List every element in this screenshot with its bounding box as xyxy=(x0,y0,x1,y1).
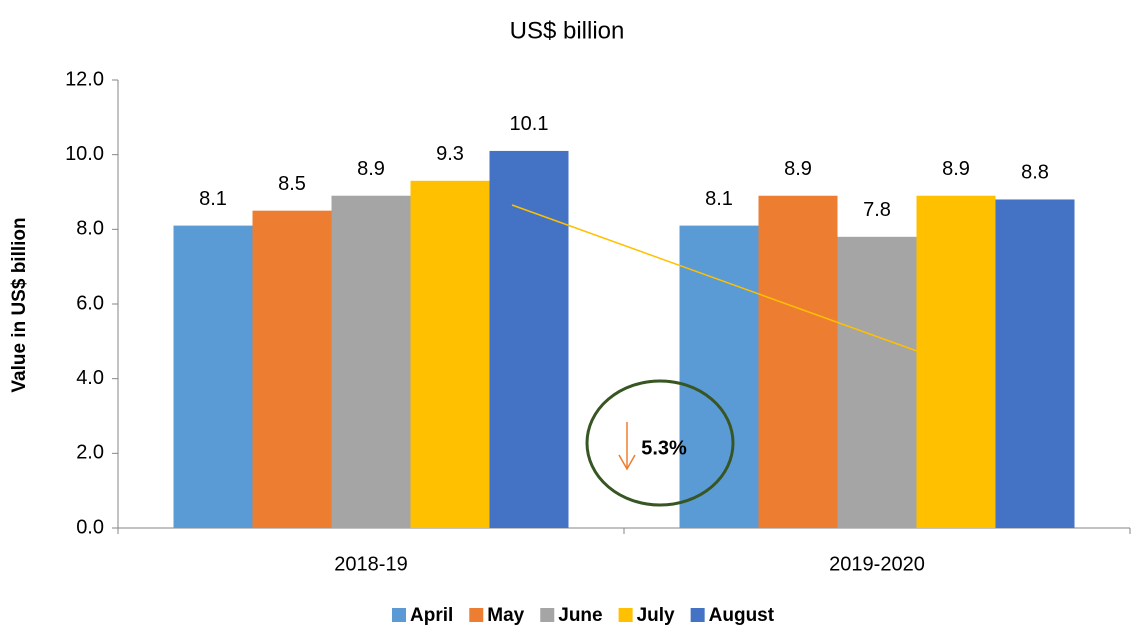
y-tick-label: 2.0 xyxy=(76,442,104,464)
legend-swatch xyxy=(469,608,484,622)
trend-line xyxy=(511,204,929,356)
legend-label: May xyxy=(487,605,524,626)
legend-label: June xyxy=(558,605,602,626)
y-tick-label: 8.0 xyxy=(76,218,104,240)
bar xyxy=(173,225,253,528)
legend-label: August xyxy=(709,605,775,626)
x-tick-label: 2019-2020 xyxy=(829,553,925,575)
y-tick-label: 0.0 xyxy=(76,516,104,538)
legend-swatch xyxy=(618,608,633,622)
bar xyxy=(995,199,1075,528)
y-tick-label: 4.0 xyxy=(76,367,104,389)
x-tick-label: 2018-19 xyxy=(334,553,407,575)
value-label: 7.8 xyxy=(863,199,891,221)
bar xyxy=(252,210,332,528)
legend-label: July xyxy=(637,605,675,626)
legend-label: April xyxy=(410,605,453,626)
down-arrow-head xyxy=(618,454,636,471)
value-label: 8.8 xyxy=(1021,162,1049,184)
bar xyxy=(916,195,996,528)
value-label: 8.9 xyxy=(357,158,385,180)
value-label: 8.1 xyxy=(199,188,227,210)
value-label: 8.5 xyxy=(278,173,306,195)
bar xyxy=(758,195,838,528)
highlight-circle xyxy=(585,379,735,507)
bar xyxy=(489,150,569,528)
legend-swatch xyxy=(540,608,555,622)
chart-subtitle: US$ billion xyxy=(510,17,625,44)
y-tick-label: 6.0 xyxy=(76,292,104,314)
value-label: 8.9 xyxy=(784,158,812,180)
y-tick-label: 12.0 xyxy=(65,68,104,90)
bar xyxy=(837,236,917,529)
value-label: 8.1 xyxy=(705,188,733,210)
bar xyxy=(679,225,759,528)
annotation: 5.3% xyxy=(641,437,687,459)
y-axis-label: Value in US$ billion xyxy=(9,217,30,392)
value-label: 8.9 xyxy=(942,158,970,180)
y-tick-label: 10.0 xyxy=(65,143,104,165)
value-label: 10.1 xyxy=(510,113,549,135)
bar xyxy=(331,195,411,528)
value-label: 9.3 xyxy=(436,143,464,165)
bar xyxy=(410,180,490,529)
legend-swatch xyxy=(690,608,705,622)
legend-swatch xyxy=(392,608,406,622)
